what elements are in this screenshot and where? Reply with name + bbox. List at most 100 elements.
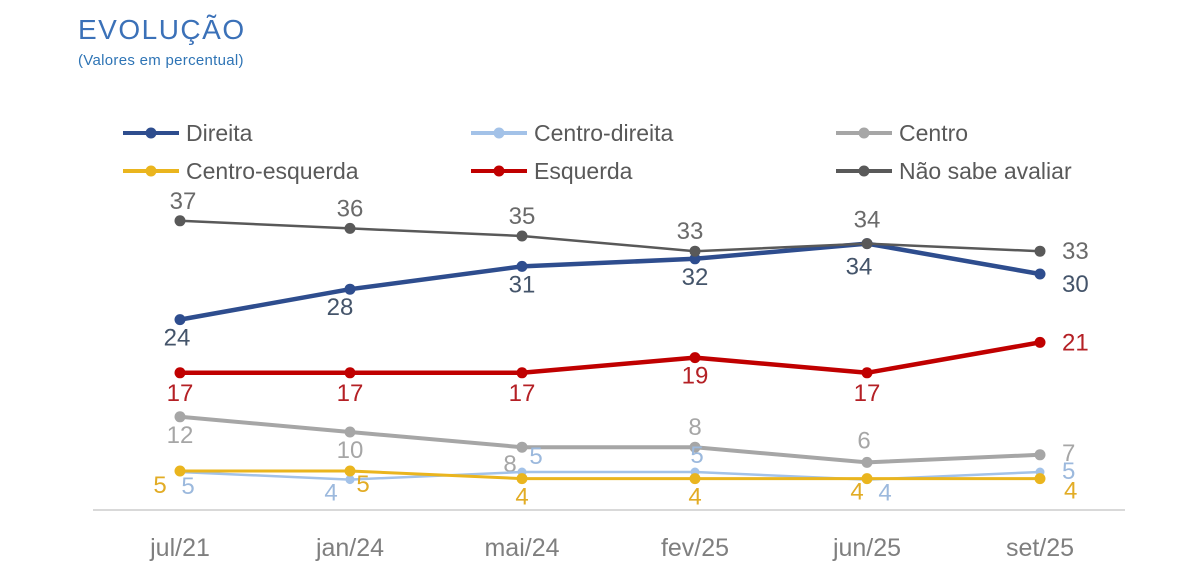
series-point-centro_esquerda-0 [174, 465, 186, 477]
legend-item-direita: Direita [122, 114, 470, 152]
legend-item-label: Centro-direita [534, 119, 674, 146]
legend-item-centro_direita: Centro-direita [470, 114, 835, 152]
x-axis-label-fev-25: fev/25 [661, 534, 729, 562]
series-value-label-centro_direita-5: 5 [1062, 458, 1075, 485]
series-point-nao_sabe-0 [174, 215, 186, 227]
legend-item-centro: Centro [835, 114, 1072, 152]
series-value-label-nao_sabe-2: 35 [509, 203, 536, 230]
chart-subtitle: (Valores em percentual) [78, 52, 244, 69]
series-value-label-centro_direita-2: 5 [529, 443, 542, 470]
series-value-label-nao_sabe-5: 33 [1062, 238, 1089, 265]
series-value-label-centro-5: 7 [1062, 440, 1075, 467]
series-point-nao_sabe-5 [1034, 245, 1046, 257]
series-point-esquerda-1 [344, 367, 356, 379]
series-point-nao_sabe-3 [689, 245, 701, 257]
series-value-label-direita-3: 32 [682, 264, 709, 291]
series-point-centro_esquerda-3 [689, 473, 701, 485]
x-axis-label-set-25: set/25 [1006, 534, 1074, 562]
series-point-centro_esquerda-2 [516, 473, 528, 485]
series-point-centro-4 [861, 456, 873, 468]
legend-item-label: Centro [899, 119, 969, 146]
series-line-esquerda [177, 340, 1043, 376]
series-point-esquerda-5 [1034, 336, 1046, 348]
series-value-label-centro_direita-0: 5 [181, 473, 194, 500]
series-value-label-centro-2: 8 [503, 451, 516, 478]
series-point-centro-2 [516, 441, 528, 453]
series-point-nao_sabe-1 [344, 222, 356, 234]
legend-item-esquerda: Esquerda [470, 152, 835, 190]
chart-header: EVOLUÇÃO (Valores em percentual) [78, 14, 246, 69]
series-value-label-nao_sabe-1: 36 [337, 195, 364, 222]
series-value-label-direita-0: 24 [164, 325, 191, 352]
series-point-esquerda-3 [689, 352, 701, 364]
series-point-centro-3 [689, 441, 701, 453]
series-point-esquerda-2 [516, 367, 528, 379]
series-value-label-centro-1: 10 [337, 437, 364, 464]
series-value-label-centro_direita-3: 5 [690, 442, 703, 469]
series-value-label-esquerda-5: 21 [1062, 329, 1089, 356]
series-value-label-esquerda-2: 17 [509, 380, 536, 407]
series-value-label-esquerda-0: 17 [167, 380, 194, 407]
series-value-label-direita-2: 31 [509, 271, 536, 298]
series-point-direita-2 [516, 260, 528, 272]
series-value-label-centro-0: 12 [167, 422, 194, 449]
legend-line-marker-icon [123, 127, 179, 139]
series-value-label-direita-4: 34 [846, 254, 873, 281]
legend-line-marker-icon [123, 165, 179, 177]
series-point-esquerda-4 [861, 367, 873, 379]
series-point-direita-0 [174, 314, 186, 326]
series-value-label-centro-4: 6 [857, 427, 870, 454]
series-point-centro-0 [174, 411, 186, 423]
series-point-centro-5 [1034, 449, 1046, 461]
series-value-label-centro_esquerda-1: 5 [356, 471, 369, 498]
series-point-nao_sabe-2 [516, 230, 528, 242]
series-point-centro-1 [344, 426, 356, 438]
series-point-direita-5 [1034, 268, 1046, 280]
series-value-label-esquerda-4: 17 [854, 380, 881, 407]
legend-line-marker-icon [836, 127, 892, 139]
series-point-direita-1 [344, 283, 356, 295]
series-point-centro_esquerda-5 [1034, 473, 1046, 485]
series-line-nao_sabe [178, 219, 1042, 253]
series-value-label-centro_esquerda-3: 4 [688, 484, 701, 511]
series-value-label-centro_esquerda-0: 5 [153, 472, 166, 499]
series-value-label-centro_esquerda-5: 4 [1064, 478, 1077, 505]
series-value-label-direita-5: 30 [1062, 271, 1089, 298]
series-line-centro_esquerda [178, 469, 1042, 481]
x-axis-label-mai-24: mai/24 [484, 534, 559, 562]
series-value-label-centro_direita-1: 4 [324, 480, 337, 507]
legend-item-label: Centro-esquerda [186, 157, 359, 184]
series-value-label-esquerda-1: 17 [337, 380, 364, 407]
x-axis-label-jun-25: jun/25 [832, 534, 901, 562]
series-point-nao_sabe-4 [861, 238, 873, 250]
series-value-label-direita-1: 28 [327, 294, 354, 321]
legend-line-marker-icon [471, 127, 527, 139]
legend-item-centro_esquerda: Centro-esquerda [122, 152, 470, 190]
legend-item-label: Esquerda [534, 157, 633, 184]
series-point-centro_esquerda-1 [344, 465, 356, 477]
series-value-label-nao_sabe-0: 37 [170, 188, 197, 215]
chart-legend: Direita Centro-direita Centro Centro-esquer… [122, 114, 1072, 190]
series-point-esquerda-0 [174, 367, 186, 379]
series-value-label-centro_direita-4: 4 [878, 480, 891, 507]
series-value-label-centro-3: 8 [688, 414, 701, 441]
series-value-label-esquerda-3: 19 [682, 363, 709, 390]
series-point-direita-3 [689, 253, 701, 265]
x-axis-label-jul-21: jul/21 [149, 534, 210, 562]
x-axis-label-jan-24: jan/24 [315, 534, 384, 562]
chart-title: EVOLUÇÃO [78, 14, 246, 45]
series-value-label-nao_sabe-3: 33 [677, 218, 704, 245]
legend-line-marker-icon [836, 165, 892, 177]
series-value-label-centro_esquerda-4: 4 [850, 479, 863, 506]
series-line-centro [178, 414, 1042, 465]
series-point-centro_esquerda-4 [861, 473, 873, 485]
legend-item-label: Direita [186, 119, 253, 146]
series-line-direita [177, 241, 1043, 322]
series-value-label-nao_sabe-4: 34 [854, 207, 881, 234]
legend-line-marker-icon [471, 165, 527, 177]
legend-item-nao_sabe: Não sabe avaliar [835, 152, 1072, 190]
series-point-centro_direita-1 [345, 475, 355, 485]
legend-item-label: Não sabe avaliar [899, 157, 1072, 184]
